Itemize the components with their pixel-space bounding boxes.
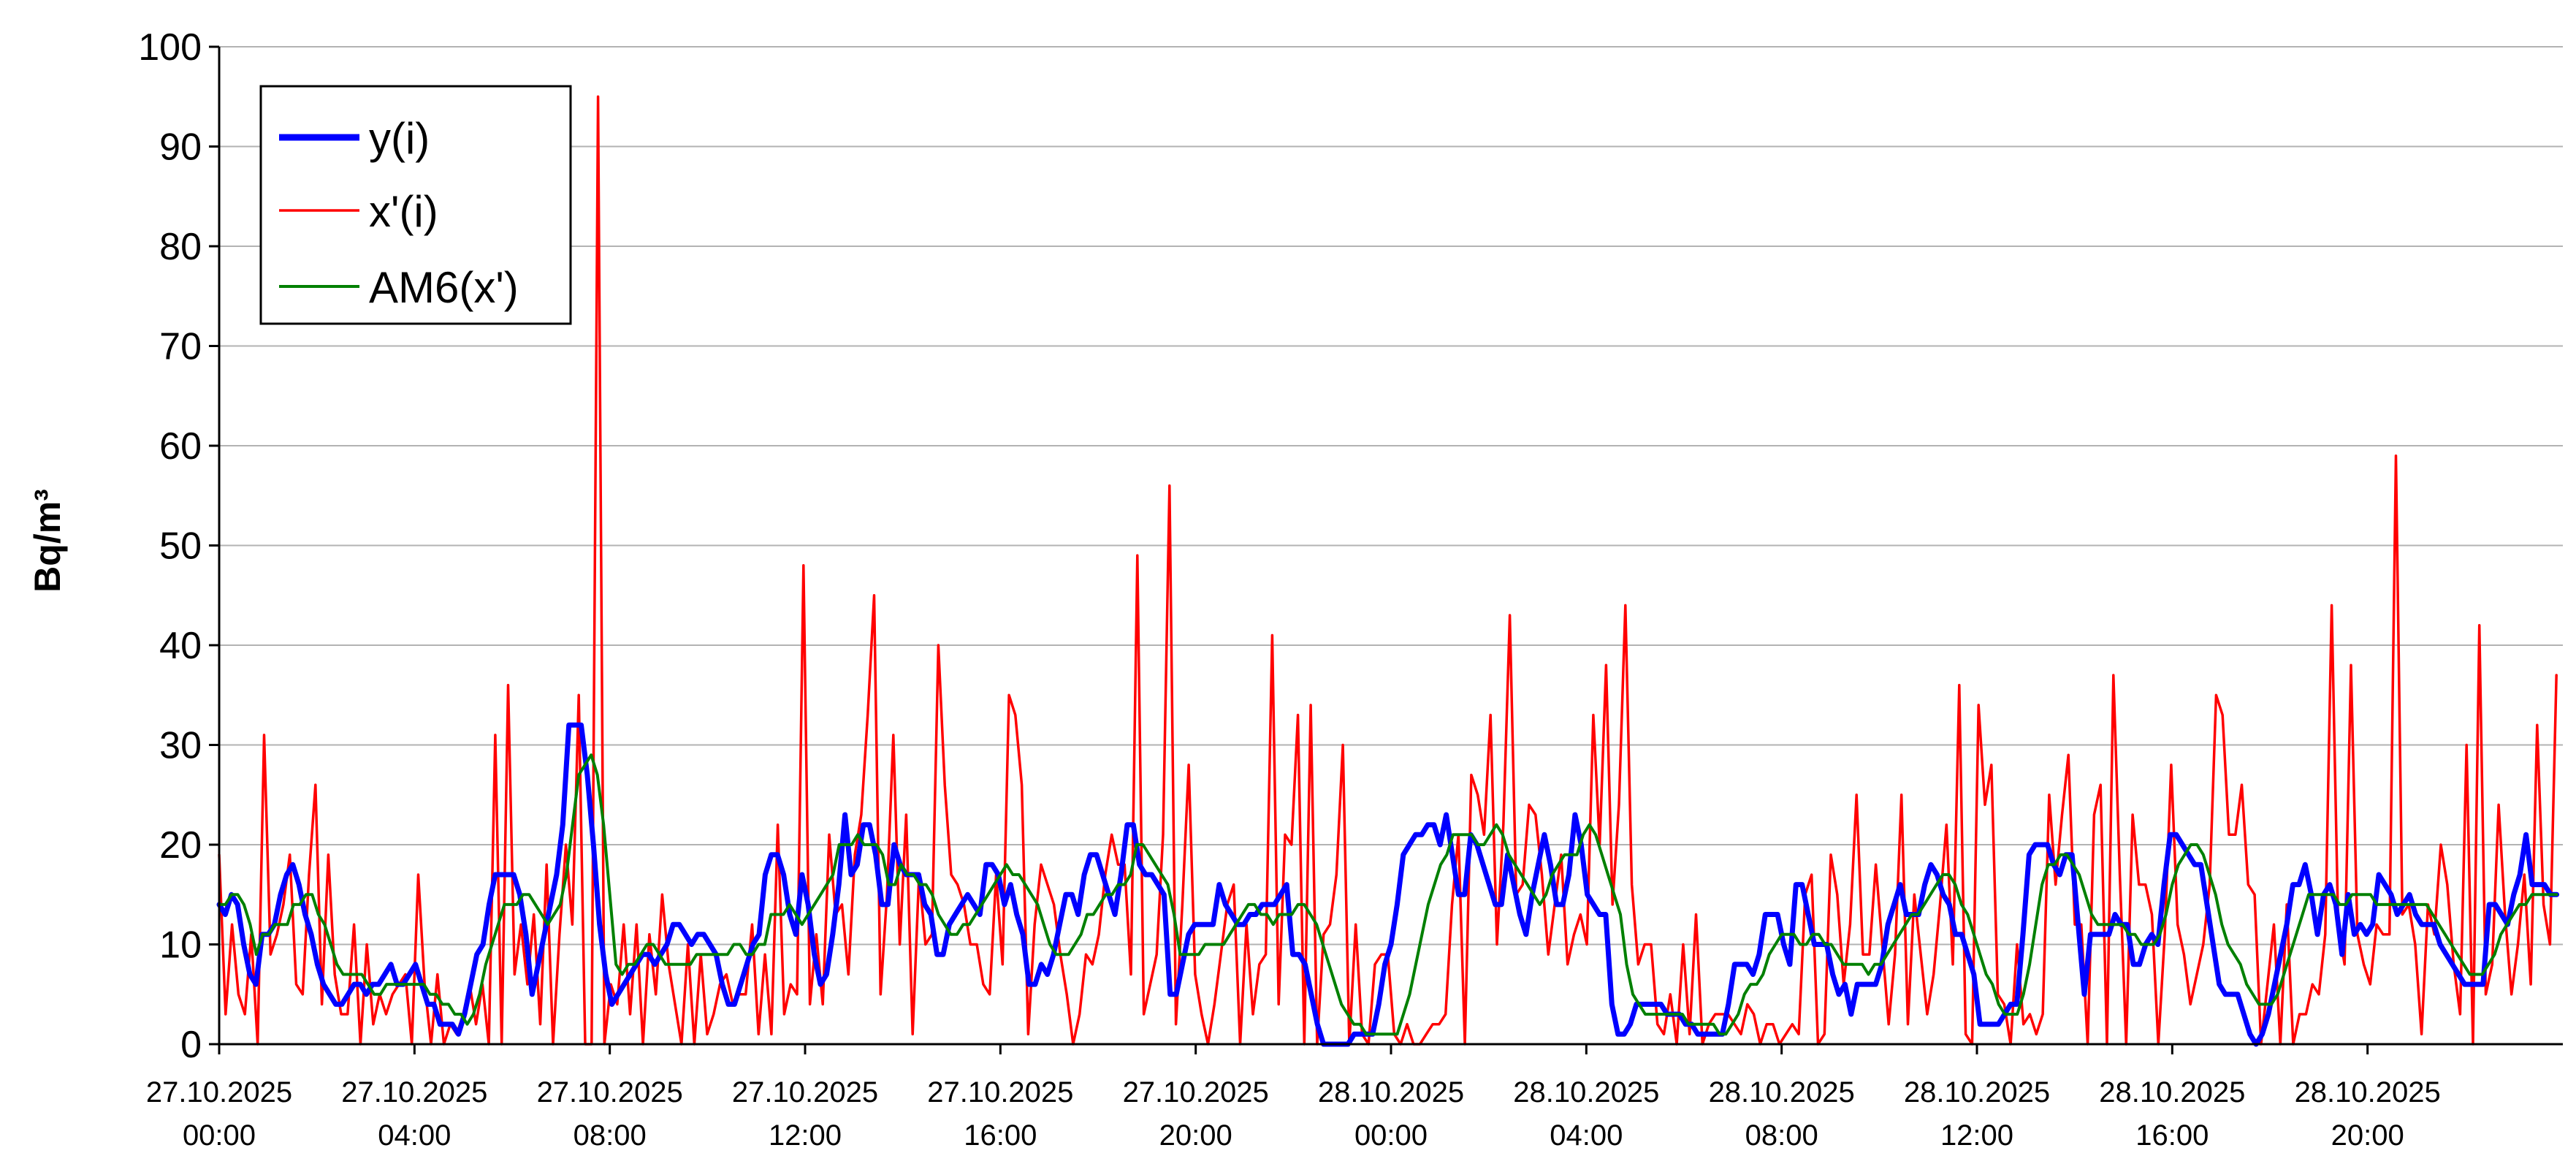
x-tick-time-3: 12:00	[769, 1119, 842, 1152]
x-tick-date-5: 27.10.2025	[1123, 1076, 1269, 1108]
y-tick-label-40: 40	[159, 625, 202, 667]
x-tick-date-9: 28.10.2025	[1904, 1076, 2050, 1108]
x-tick-time-7: 04:00	[1550, 1119, 1623, 1152]
legend-label-y: y(i)	[369, 114, 430, 163]
y-tick-label-100: 100	[138, 26, 202, 69]
x-tick-date-7: 28.10.2025	[1513, 1076, 1659, 1108]
series-line-0	[216, 722, 2560, 1047]
y-tick-label-80: 80	[159, 226, 202, 268]
x-tick-date-10: 28.10.2025	[2099, 1076, 2245, 1108]
y-tick-label-50: 50	[159, 525, 202, 568]
legend: y(i) x'(i) AM6(x')	[259, 85, 572, 325]
x-tick-date-2: 27.10.2025	[537, 1076, 683, 1108]
x-tick-time-1: 04:00	[378, 1119, 451, 1152]
y-axis-label: Bq/m³	[27, 489, 68, 593]
y-tick-label-60: 60	[159, 425, 202, 468]
y-tick-labels: 0 10 20 30 40 50 60 70 80 90 100	[138, 26, 219, 1066]
x-tick-date-4: 27.10.2025	[927, 1076, 1073, 1108]
legend-entry-am6: AM6(x')	[279, 263, 519, 312]
x-tick-time-6: 00:00	[1354, 1119, 1428, 1152]
x-tick-date-6: 28.10.2025	[1318, 1076, 1464, 1108]
x-tick-time-5: 20:00	[1159, 1119, 1232, 1152]
x-tick-date-11: 28.10.2025	[2295, 1076, 2441, 1108]
legend-entry-y: y(i)	[279, 114, 430, 163]
x-tick-time-4: 16:00	[964, 1119, 1037, 1152]
x-tick-time-2: 08:00	[573, 1119, 647, 1152]
y-tick-label-70: 70	[159, 326, 202, 368]
y-tick-label-30: 30	[159, 725, 202, 767]
y-tick-label-10: 10	[159, 924, 202, 967]
gridlines	[219, 46, 2563, 946]
x-tick-date-1: 27.10.2025	[341, 1076, 487, 1108]
x-tick-time-11: 20:00	[2331, 1119, 2404, 1152]
x-tick-time-0: 00:00	[183, 1119, 256, 1152]
legend-label-am6: AM6(x')	[369, 263, 519, 312]
x-tick-time-8: 08:00	[1745, 1119, 1818, 1152]
legend-label-x-prime: x'(i)	[369, 187, 438, 236]
x-tick-date-3: 27.10.2025	[732, 1076, 878, 1108]
series-line-2	[218, 753, 2558, 1036]
y-tick-label-90: 90	[159, 126, 202, 169]
x-tick-date-0: 27.10.2025	[146, 1076, 292, 1108]
legend-box	[259, 85, 572, 325]
series-layer	[216, 95, 2560, 1047]
x-tick-labels: 27.10.2025 00:00 27.10.2025 04:00 27.10.2025…	[146, 1044, 2441, 1152]
x-tick-time-10: 16:00	[2135, 1119, 2209, 1152]
x-tick-time-9: 12:00	[1940, 1119, 2013, 1152]
y-tick-label-20: 20	[159, 824, 202, 867]
legend-entry-x-prime: x'(i)	[279, 187, 438, 236]
y-tick-label-0: 0	[180, 1024, 202, 1066]
x-tick-date-8: 28.10.2025	[1709, 1076, 1855, 1108]
